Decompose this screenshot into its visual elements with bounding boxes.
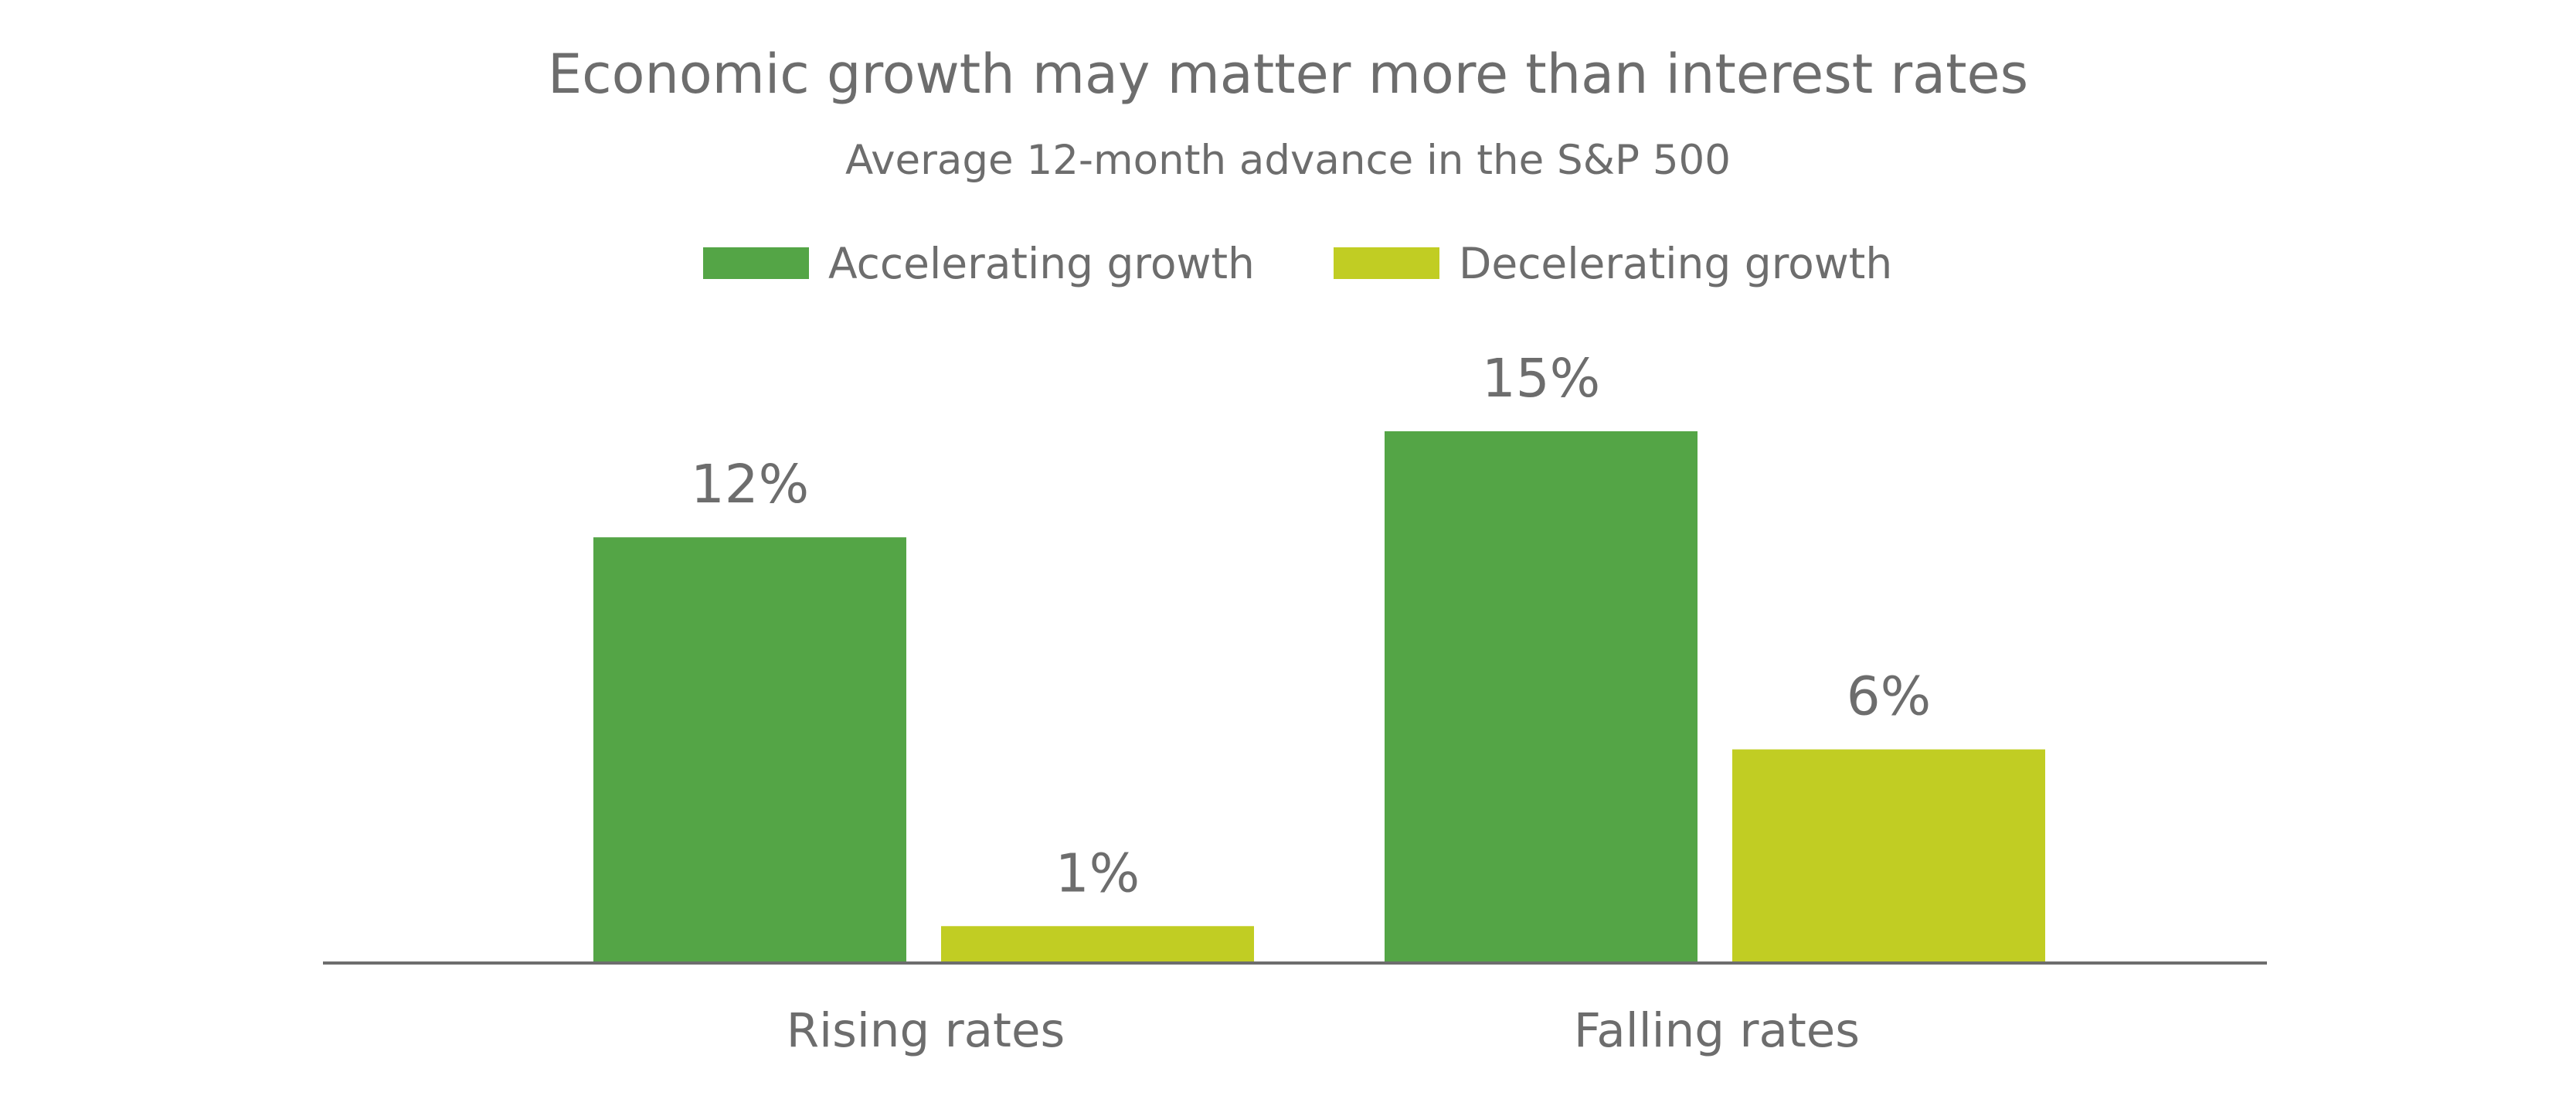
bar-rising-rates-decelerating xyxy=(941,926,1254,961)
data-label-rising-rates-accelerating: 12% xyxy=(691,454,809,516)
legend: Accelerating growth Decelerating growth xyxy=(703,239,1892,288)
chart-title: Economic growth may matter more than int… xyxy=(548,43,2028,106)
category-label-rising-rates: Rising rates xyxy=(787,1003,1065,1058)
bar-falling-rates-decelerating xyxy=(1732,749,2045,961)
data-label-rising-rates-decelerating: 1% xyxy=(1055,842,1140,904)
legend-label-decelerating: Decelerating growth xyxy=(1459,239,1892,288)
bar-falling-rates-accelerating xyxy=(1385,431,1698,961)
legend-swatch-accelerating xyxy=(703,247,809,279)
data-label-falling-rates-accelerating: 15% xyxy=(1482,348,1600,410)
category-label-falling-rates: Falling rates xyxy=(1574,1003,1860,1058)
legend-label-accelerating: Accelerating growth xyxy=(828,239,1255,288)
bars xyxy=(593,431,2045,961)
data-labels: 12% 1% 15% 6% xyxy=(691,348,1931,904)
chart-subtitle: Average 12-month advance in the S&P 500 xyxy=(845,137,1731,184)
legend-swatch-decelerating xyxy=(1334,247,1439,279)
data-label-falling-rates-decelerating: 6% xyxy=(1847,666,1931,728)
bar-rising-rates-accelerating xyxy=(593,537,906,961)
